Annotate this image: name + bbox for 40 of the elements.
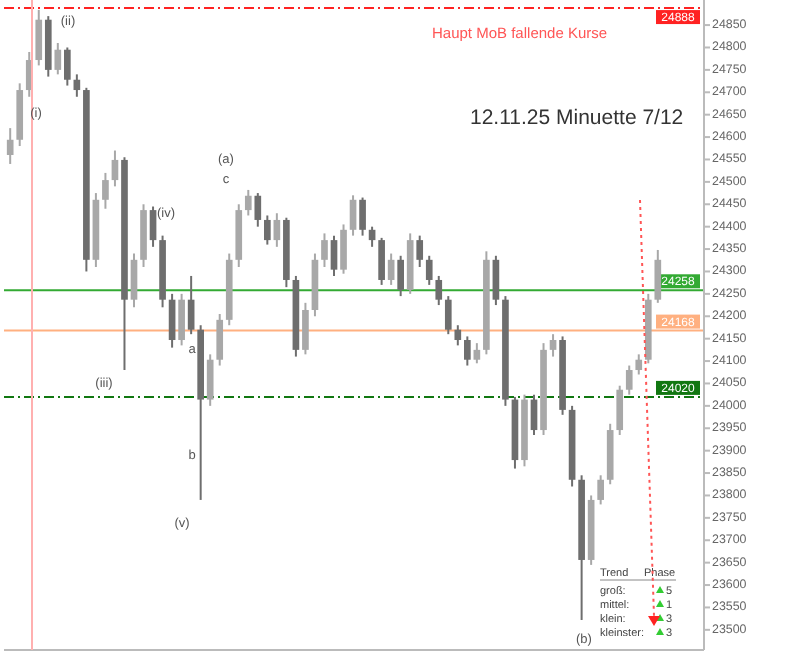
candlestick	[254, 192, 262, 228]
candlestick	[597, 474, 604, 506]
candlestick	[64, 46, 71, 87]
candlestick	[359, 196, 366, 237]
candlestick	[454, 324, 462, 347]
candlestick	[111, 149, 119, 188]
candlestick	[330, 234, 338, 277]
candlestick	[321, 232, 328, 268]
candlestick	[625, 364, 633, 396]
candlestick	[616, 384, 624, 436]
candlestick	[378, 236, 385, 286]
candlestick	[349, 194, 357, 237]
candlestick	[473, 342, 481, 365]
candlestick	[206, 353, 214, 407]
candlestick	[273, 212, 281, 248]
candlestick	[178, 292, 185, 347]
candlestick	[444, 295, 452, 336]
candlestick	[54, 42, 62, 76]
candlestick	[35, 8, 43, 67]
candlestick	[216, 313, 224, 367]
candlestick	[149, 205, 157, 248]
candlestick	[244, 188, 252, 217]
candlestick	[302, 301, 309, 356]
candlestick	[416, 234, 424, 268]
candlestick	[635, 353, 643, 376]
candlestick	[130, 252, 138, 309]
candlestick	[549, 333, 557, 358]
candlestick	[264, 214, 271, 246]
candlestick	[464, 335, 471, 367]
candlestick	[340, 223, 347, 275]
candlestick	[492, 254, 500, 307]
candlestick	[425, 254, 433, 286]
text: 12.11.25 Minuette 7/12	[470, 106, 684, 130]
candlestick	[654, 248, 662, 304]
candlestick	[387, 252, 395, 286]
candlestick	[435, 274, 443, 307]
candlestick	[187, 274, 195, 336]
candlestick	[6, 127, 14, 165]
candlestick	[397, 254, 404, 298]
candlestick	[102, 171, 109, 210]
